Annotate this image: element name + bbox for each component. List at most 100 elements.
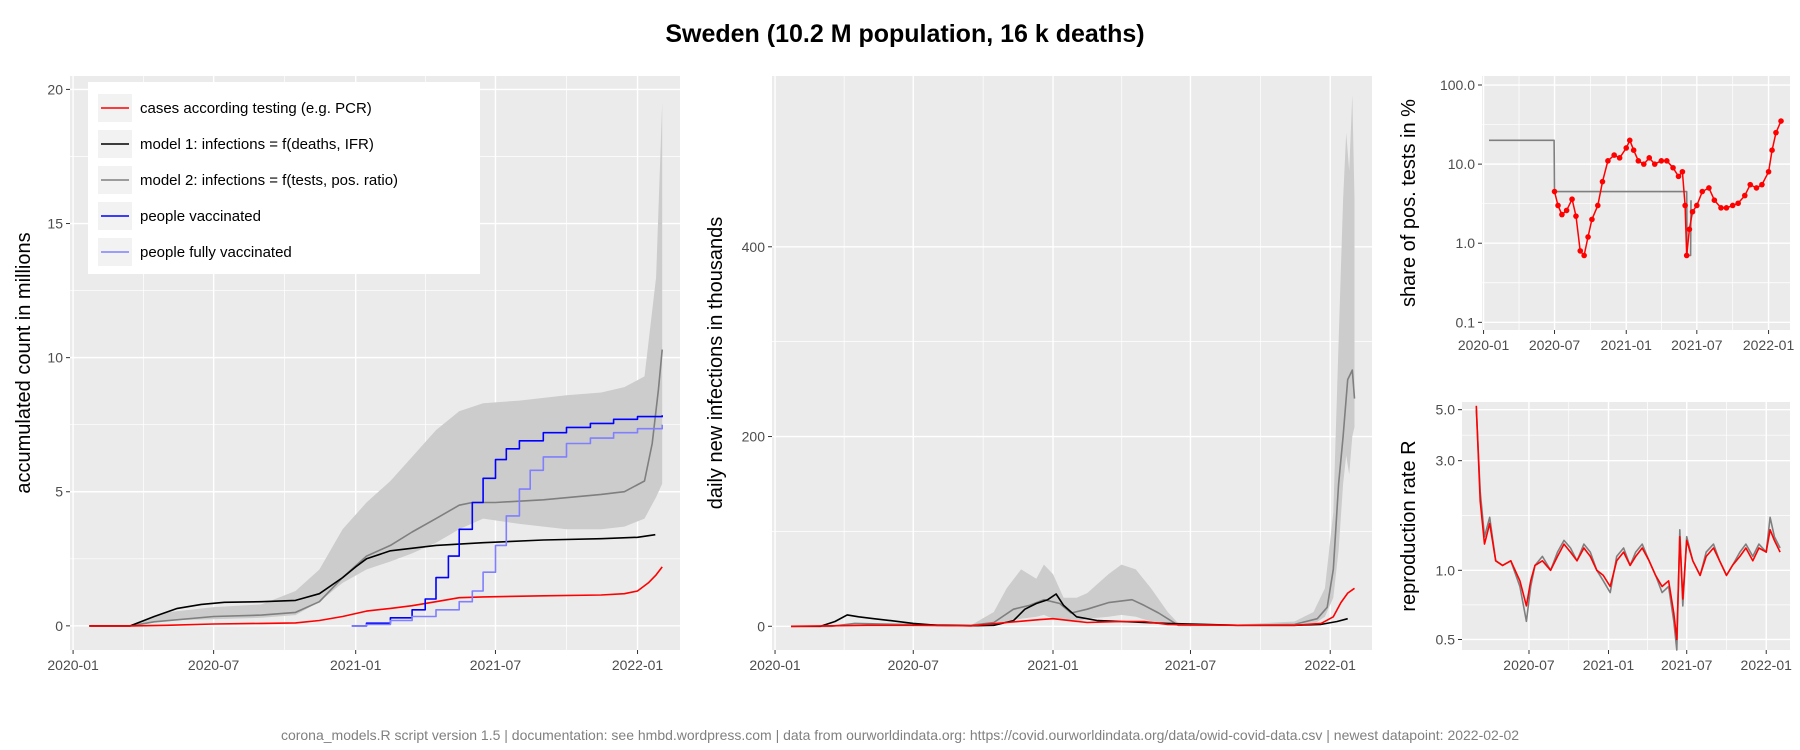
data-point-share-of-pos-tests-points <box>1741 192 1748 199</box>
plot-background <box>772 76 1372 650</box>
series-line-cases <box>790 587 1355 628</box>
x-tick-label: 2020-07 <box>188 657 240 673</box>
data-point-share-of-pos-tests-points <box>1555 202 1561 209</box>
plot-background <box>1462 402 1790 650</box>
panel-daily: 2020-01 2020-07 2021-01 2021-07 2022-01 0 200 4… <box>705 76 1372 673</box>
data-point-share-of-pos-tests-points <box>1683 252 1690 259</box>
data-point-share-of-pos-tests-points <box>1689 208 1696 215</box>
series-line-model-2-infections-f-tests-pos-ratio <box>89 349 663 627</box>
x-tick-label: 2020-07 <box>1503 657 1555 673</box>
series-line-people-fully-vaccinated <box>351 424 664 627</box>
data-point-share-of-pos-tests-points <box>1694 202 1700 209</box>
x-tick-label: 2021-07 <box>1661 657 1713 673</box>
data-point-share-of-pos-tests-points <box>1585 234 1591 240</box>
legend-label: model 1: infections = f(deaths, IFR) <box>140 136 374 153</box>
data-point-share-of-pos-tests-points <box>1646 155 1653 161</box>
x-tick-label: 2021-07 <box>1165 657 1217 673</box>
data-point-share-of-pos-tests-points <box>1675 173 1682 180</box>
y-tick-label: 5 <box>55 484 63 500</box>
panel-positivity: 2020-01 2020-07 2021-01 2021-07 2022-01 0.1 1.… <box>1398 76 1794 353</box>
data-point-share-of-pos-tests-points <box>1682 202 1688 209</box>
x-tick-label: 2020-07 <box>1529 337 1581 353</box>
data-point-share-of-pos-tests-points <box>1773 129 1779 136</box>
y-tick-label: 10.0 <box>1448 156 1475 172</box>
x-tick-label: 2020-07 <box>888 657 940 673</box>
x-tick-label: 2021-01 <box>1583 657 1635 673</box>
data-point-share-of-pos-tests-points <box>1635 158 1642 164</box>
y-tick-label: 15 <box>47 216 63 232</box>
data-point-share-of-pos-tests-points <box>1765 168 1772 175</box>
y-tick-label: 20 <box>47 81 63 97</box>
data-point-share-of-pos-tests-points <box>1589 216 1595 223</box>
y-tick-label: 10 <box>47 350 63 366</box>
x-tick-label: 2020-01 <box>1458 337 1510 353</box>
legend-box <box>88 82 480 274</box>
y-tick-label: 400 <box>742 239 766 255</box>
data-point-share-of-pos-tests-points <box>1706 185 1712 191</box>
y-axis-label: reproduction rate R <box>1398 440 1420 611</box>
data-point-share-of-pos-tests-points <box>1686 226 1693 233</box>
data-point-share-of-pos-tests-points <box>1611 152 1617 158</box>
data-point-share-of-pos-tests-points <box>1640 161 1647 167</box>
data-point-share-of-pos-tests-points <box>1626 137 1633 144</box>
data-point-share-of-pos-tests-points <box>1623 145 1630 151</box>
y-tick-label: 1.0 <box>1436 562 1456 578</box>
y-tick-label: 0.1 <box>1456 314 1476 330</box>
series-line-people-vaccinated <box>351 415 664 627</box>
data-point-share-of-pos-tests-points <box>1711 197 1718 203</box>
series-line-share-of-pos-tests <box>1489 139 1692 257</box>
legend-label: people fully vaccinated <box>140 244 292 261</box>
data-point-share-of-pos-tests-points <box>1778 118 1784 124</box>
x-tick-label: 2022-01 <box>1305 657 1357 673</box>
data-point-share-of-pos-tests-points <box>1658 158 1665 164</box>
legend-label: people vaccinated <box>140 208 261 225</box>
data-point-share-of-pos-tests-points <box>1670 164 1676 171</box>
data-point-share-of-pos-tests-points <box>1605 158 1611 164</box>
data-point-share-of-pos-tests-points <box>1581 252 1587 259</box>
data-point-share-of-pos-tests-points <box>1559 211 1565 218</box>
data-point-share-of-pos-tests-points <box>1573 213 1579 219</box>
x-tick-label: 2021-07 <box>1671 337 1723 353</box>
data-point-share-of-pos-tests-points <box>1630 147 1637 153</box>
data-point-share-of-pos-tests-points <box>1563 207 1570 214</box>
data-point-share-of-pos-tests-points <box>1577 248 1584 254</box>
data-point-share-of-pos-tests-points <box>1769 147 1775 153</box>
data-point-share-of-pos-tests-points <box>1759 181 1765 188</box>
y-tick-label: 0.5 <box>1436 631 1456 647</box>
data-point-share-of-pos-tests-points <box>1664 158 1670 164</box>
panel-reproduction: 2020-07 2021-01 2021-07 2022-01 0.5 1.0 3.0 5.0… <box>1398 402 1792 673</box>
footer-note: corona_models.R script version 1.5 | doc… <box>281 727 1519 743</box>
x-tick-label: 2021-01 <box>1601 337 1653 353</box>
x-tick-label: 2022-01 <box>1743 337 1795 353</box>
data-point-share-of-pos-tests-points <box>1718 205 1724 211</box>
x-tick-label: 2021-01 <box>330 657 382 673</box>
x-tick-label: 2020-01 <box>749 657 801 673</box>
data-point-share-of-pos-tests-points <box>1747 181 1754 188</box>
x-tick-label: 2022-01 <box>1741 657 1793 673</box>
y-axis-label: accumulated count in millions <box>13 232 35 493</box>
panel-accumulated: 2020-01 2020-07 2021-01 2021-07 2022-01 0 5 10 1… <box>13 76 680 673</box>
series-line-model-1 <box>1475 405 1781 641</box>
x-tick-label: 2021-07 <box>470 657 522 673</box>
data-point-share-of-pos-tests-points <box>1735 200 1741 207</box>
data-point-share-of-pos-tests-points <box>1616 155 1623 161</box>
y-axis-label: share of pos. tests in % <box>1398 99 1420 307</box>
data-point-share-of-pos-tests-points <box>1679 168 1686 175</box>
y-axis-label: daily new infections in thousands <box>705 217 727 509</box>
x-tick-label: 2020-01 <box>47 657 99 673</box>
x-tick-label: 2022-01 <box>612 657 664 673</box>
y-tick-label: 1.0 <box>1456 235 1476 251</box>
data-point-share-of-pos-tests-points <box>1594 202 1601 209</box>
x-tick-label: 2021-01 <box>1027 657 1079 673</box>
data-point-share-of-pos-tests-points <box>1551 188 1558 195</box>
y-tick-label: 200 <box>742 429 766 445</box>
data-point-share-of-pos-tests-points <box>1569 196 1575 203</box>
data-point-share-of-pos-tests-points <box>1599 178 1606 185</box>
y-tick-label: 3.0 <box>1436 453 1456 469</box>
y-tick-label: 0 <box>55 618 63 634</box>
data-point-share-of-pos-tests-points <box>1729 202 1736 209</box>
series-line-cases-according-testing-e-g-pcr <box>89 566 663 627</box>
legend-label: model 2: infections = f(tests, pos. rati… <box>140 172 398 189</box>
y-tick-label: 0 <box>757 618 765 634</box>
